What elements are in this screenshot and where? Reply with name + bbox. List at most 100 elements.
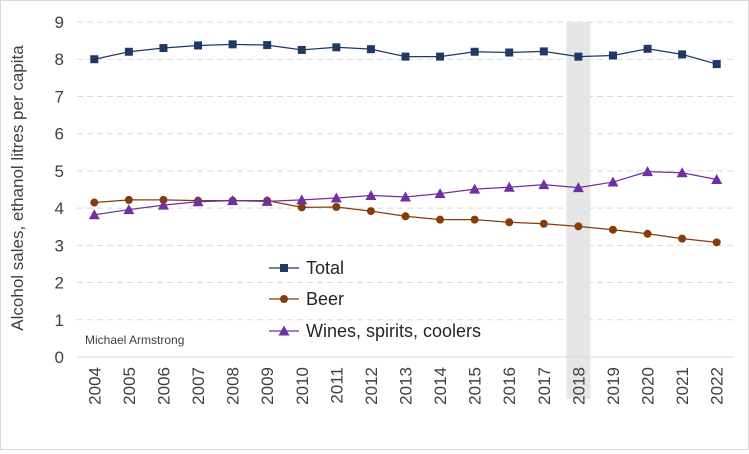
data-point: [539, 219, 548, 228]
data-point: [678, 50, 687, 59]
x-tick-label: 2009: [258, 367, 277, 405]
data-point: [539, 47, 548, 56]
legend-marker: [278, 325, 290, 336]
x-tick-label: 2012: [362, 367, 381, 405]
data-point: [330, 192, 342, 203]
legend-label: Beer: [306, 289, 344, 309]
data-point: [157, 199, 169, 210]
y-tick-label: 0: [55, 348, 64, 367]
data-point: [469, 183, 481, 194]
data-point: [642, 166, 654, 177]
data-point: [297, 203, 306, 212]
data-point: [366, 45, 375, 54]
y-tick-label: 3: [55, 236, 64, 255]
data-point: [401, 212, 410, 221]
y-tick-label: 1: [55, 311, 64, 330]
data-point: [401, 52, 410, 61]
data-point: [434, 188, 446, 199]
highlight-band: [566, 22, 591, 399]
x-tick-label: 2016: [500, 367, 519, 405]
data-point: [678, 234, 687, 243]
data-point: [538, 179, 550, 190]
data-point: [90, 198, 99, 207]
data-point: [712, 60, 721, 69]
data-point: [124, 195, 133, 204]
x-tick-label: 2022: [708, 367, 727, 405]
data-point: [124, 47, 133, 56]
x-tick-label: 2004: [85, 367, 104, 405]
x-tick-label: 2018: [569, 367, 588, 405]
data-point: [332, 202, 341, 211]
data-point: [365, 189, 377, 200]
data-point: [607, 176, 619, 187]
data-point: [227, 195, 239, 206]
series-wines-spirits-coolers: [88, 166, 723, 220]
data-point: [572, 182, 584, 193]
series-group: [88, 40, 723, 247]
y-tick-label: 4: [55, 199, 64, 218]
legend-item-total: Total: [269, 258, 344, 278]
data-point: [643, 229, 652, 238]
data-point: [123, 204, 135, 215]
y-axis-label: Alcohol sales, ethanol litres per capita: [8, 45, 27, 331]
legend-marker: [280, 295, 288, 303]
y-tick-label: 5: [55, 162, 64, 181]
data-point: [505, 48, 514, 57]
legend-marker: [280, 264, 288, 272]
grid-lines: [77, 21, 734, 321]
data-point: [159, 44, 168, 53]
y-tick-label: 2: [55, 274, 64, 293]
x-tick-label: 2019: [604, 367, 623, 405]
data-point: [332, 43, 341, 52]
legend: Total Beer Wines, spirits, coolers: [269, 258, 481, 341]
data-point: [192, 196, 204, 207]
legend-label: Wines, spirits, coolers: [306, 321, 481, 341]
data-point: [88, 209, 100, 220]
data-point: [470, 215, 479, 224]
data-point: [470, 47, 479, 56]
x-tick-label: 2020: [639, 367, 658, 405]
y-tick-label: 7: [55, 87, 64, 106]
x-tick-label: 2014: [431, 367, 450, 405]
data-point: [261, 195, 273, 206]
data-point: [400, 191, 411, 202]
data-point: [90, 55, 99, 64]
data-point: [712, 238, 721, 247]
y-tick-label: 9: [55, 13, 64, 32]
data-point: [503, 181, 515, 192]
data-point: [194, 41, 203, 50]
data-point: [608, 51, 617, 60]
x-tick-label: 2021: [673, 367, 692, 405]
data-point: [505, 218, 514, 227]
series-total: [90, 40, 721, 69]
x-tick-label: 2011: [327, 367, 346, 404]
series-line: [94, 199, 717, 243]
data-point: [366, 207, 375, 216]
x-tick-label: 2013: [397, 367, 416, 405]
data-point: [297, 45, 306, 54]
x-tick-label: 2005: [120, 367, 139, 405]
data-point: [676, 167, 688, 178]
legend-item-wines-spirits-coolers: Wines, spirits, coolers: [269, 321, 481, 341]
y-tick-label: 6: [55, 125, 64, 144]
data-point: [574, 52, 583, 61]
data-point: [436, 52, 445, 61]
data-point: [436, 215, 445, 224]
data-point: [296, 194, 308, 205]
data-point: [574, 222, 583, 231]
data-point: [228, 40, 237, 49]
annotation-credit: Michael Armstrong: [85, 333, 184, 347]
data-point: [608, 225, 617, 234]
x-tick-label: 2010: [293, 367, 312, 405]
x-tick-label: 2017: [535, 367, 554, 405]
data-point: [263, 41, 272, 50]
axes: 0 1 2 3 4 5 6 7 8 9 2004 2005 2006 2007 2008 2009 2010 20…: [55, 13, 734, 405]
legend-item-beer: Beer: [269, 289, 344, 309]
x-tick-label: 2008: [224, 367, 243, 405]
data-point: [643, 44, 652, 53]
y-tick-label: 8: [55, 50, 64, 69]
x-tick-label: 2006: [154, 367, 173, 405]
highlight-band-2018: [566, 22, 591, 399]
